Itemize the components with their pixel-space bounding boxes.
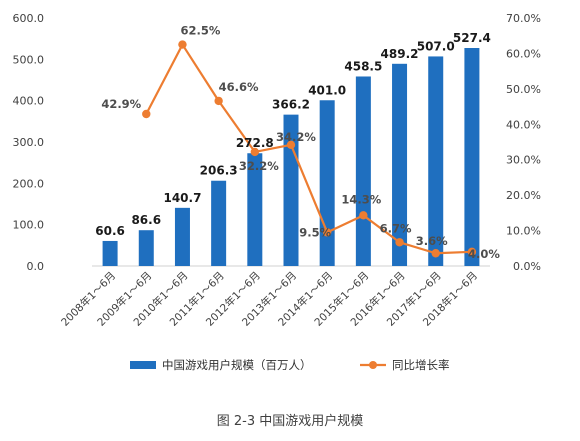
right-axis-tick-label: 60.0% (506, 47, 541, 60)
growth-rate-point (322, 228, 332, 237)
line-value-label: 32.2% (239, 159, 279, 173)
bar-value-label: 489.2 (381, 47, 419, 61)
bar (174, 207, 190, 266)
bar (138, 230, 154, 266)
left-axis-tick-label: 600.0 (13, 12, 45, 25)
right-axis-tick-label: 20.0% (506, 189, 541, 202)
bar-value-label: 401.0 (308, 83, 346, 97)
left-axis-tick-label: 200.0 (13, 177, 45, 190)
bar (355, 76, 371, 266)
bar-value-label: 86.6 (131, 213, 161, 227)
growth-rate-point (142, 109, 151, 119)
left-axis-tick-label: 0.0 (27, 260, 45, 273)
bar-value-label: 60.6 (95, 224, 125, 238)
line-value-label: 46.6% (219, 80, 259, 94)
growth-rate-point (395, 238, 404, 247)
bar (392, 63, 408, 266)
left-axis-tick-label: 500.0 (13, 53, 45, 66)
line-value-label: 34.2% (276, 130, 316, 144)
bar (247, 153, 263, 266)
line-value-label: 62.5% (181, 24, 221, 38)
left-axis-tick-label: 100.0 (13, 219, 45, 232)
bar-value-label: 140.7 (163, 191, 201, 205)
right-axis-tick-label: 50.0% (506, 83, 541, 96)
growth-rate-point (250, 147, 260, 157)
bar-value-label: 458.5 (344, 59, 382, 73)
left-axis-tick-label: 400.0 (13, 95, 45, 108)
bar (319, 100, 335, 267)
bar (211, 180, 227, 266)
figure-caption: 图 2-3 中国游戏用户规模 (216, 414, 364, 429)
right-axis-tick-label: 30.0% (506, 154, 541, 167)
growth-rate-point (286, 140, 296, 150)
right-axis-tick-label: 40.0% (506, 118, 541, 131)
bar-value-label: 272.8 (236, 136, 274, 150)
growth-rate-line (145, 43, 472, 255)
legend-bar-swatch (130, 361, 156, 369)
bar-value-label: 366.2 (272, 98, 310, 112)
bar (464, 48, 480, 267)
line-value-label: 42.9% (101, 97, 141, 111)
line-value-label: 14.3% (341, 192, 381, 206)
bar-value-label: 527.4 (453, 31, 491, 45)
growth-rate-point (467, 247, 477, 257)
growth-rate-point (359, 211, 368, 220)
right-axis-tick-label: 70.0% (506, 12, 541, 25)
line-value-label: 3.6% (416, 234, 448, 248)
line-value-label: 9.5% (299, 225, 331, 239)
line-value-label: 6.7% (380, 221, 412, 235)
left-axis-tick-label: 300.0 (13, 136, 45, 149)
legend-line-marker (369, 361, 377, 369)
legend-bar-label: 中国游戏用户规模（百万人） (162, 358, 312, 372)
bar (428, 56, 444, 266)
combo-chart: 0.0 100.0 200.0 300.0 400.0 500.0 600.0 0.0% 10.… (13, 12, 542, 372)
line-value-label: 4.0% (468, 247, 500, 261)
growth-rate-point (178, 40, 187, 49)
right-axis-tick-label: 0.0% (513, 260, 541, 273)
growth-rate-point (214, 96, 223, 106)
growth-rate-point (431, 249, 440, 258)
legend-line-label: 同比增长率 (392, 358, 450, 372)
chart-area: 0.0 100.0 200.0 300.0 400.0 500.0 600.0 0.0% 10.… (12, 12, 542, 372)
bar-value-label: 206.3 (200, 164, 238, 178)
bar (102, 240, 118, 266)
right-axis-tick-label: 10.0% (506, 225, 541, 238)
bar-value-label: 507.0 (417, 39, 455, 53)
